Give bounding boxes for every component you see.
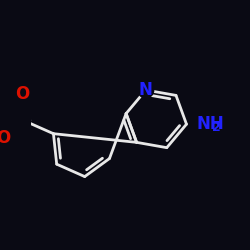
Text: NH: NH: [197, 115, 225, 133]
Text: O: O: [15, 85, 30, 103]
Text: 2: 2: [212, 121, 221, 134]
Circle shape: [16, 87, 30, 101]
Circle shape: [0, 130, 10, 144]
Text: N: N: [139, 81, 153, 99]
Text: O: O: [0, 128, 10, 146]
Circle shape: [138, 82, 154, 98]
